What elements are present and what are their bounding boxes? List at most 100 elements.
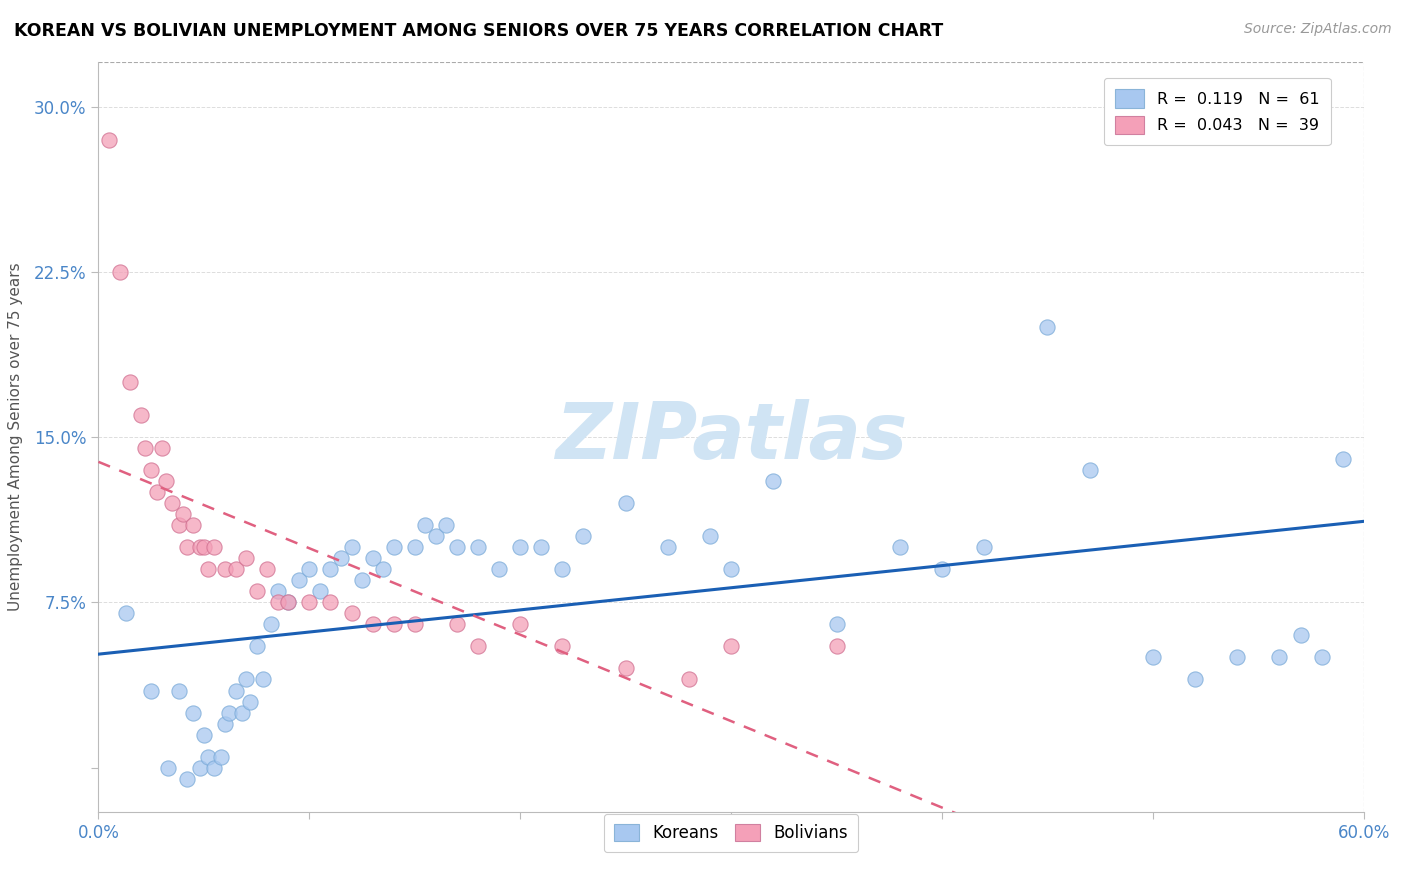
Point xyxy=(889,541,911,555)
Point xyxy=(614,496,637,510)
Point xyxy=(260,617,283,632)
Point xyxy=(120,375,141,389)
Point xyxy=(252,673,274,687)
Point xyxy=(825,640,848,654)
Point xyxy=(298,595,321,609)
Point xyxy=(246,640,269,654)
Point xyxy=(1184,673,1206,687)
Point xyxy=(762,474,785,488)
Point xyxy=(155,474,177,488)
Point xyxy=(225,562,247,576)
Point xyxy=(176,772,198,786)
Point xyxy=(183,706,205,720)
Point xyxy=(197,749,219,764)
Point xyxy=(298,562,321,576)
Point xyxy=(404,617,426,632)
Point xyxy=(267,584,290,599)
Point xyxy=(239,694,262,708)
Point xyxy=(530,541,553,555)
Point xyxy=(436,518,458,533)
Point xyxy=(488,562,510,576)
Point xyxy=(225,683,247,698)
Point xyxy=(188,541,211,555)
Point xyxy=(129,408,152,422)
Point xyxy=(509,541,531,555)
Point xyxy=(319,562,342,576)
Point xyxy=(183,518,205,533)
Point xyxy=(193,728,215,742)
Point xyxy=(267,595,290,609)
Y-axis label: Unemployment Among Seniors over 75 years: Unemployment Among Seniors over 75 years xyxy=(8,263,22,611)
Point xyxy=(287,574,309,588)
Point xyxy=(699,529,721,543)
Point xyxy=(319,595,342,609)
Point xyxy=(204,761,226,775)
Point xyxy=(340,541,363,555)
Point xyxy=(309,584,332,599)
Point xyxy=(231,706,253,720)
Point xyxy=(188,761,211,775)
Point xyxy=(382,541,405,555)
Point xyxy=(197,562,219,576)
Point xyxy=(1310,650,1333,665)
Point xyxy=(413,518,436,533)
Point xyxy=(209,749,232,764)
Point xyxy=(277,595,299,609)
Point xyxy=(1036,319,1059,334)
Point xyxy=(425,529,447,543)
Point xyxy=(277,595,299,609)
Point xyxy=(467,541,489,555)
Point xyxy=(973,541,995,555)
Text: Source: ZipAtlas.com: Source: ZipAtlas.com xyxy=(1244,22,1392,37)
Point xyxy=(256,562,278,576)
Point xyxy=(150,441,173,455)
Point xyxy=(115,607,138,621)
Point xyxy=(509,617,531,632)
Point xyxy=(1289,628,1312,642)
Point xyxy=(678,673,700,687)
Point xyxy=(657,541,679,555)
Point xyxy=(1078,463,1101,477)
Point xyxy=(340,607,363,621)
Point xyxy=(141,463,163,477)
Point xyxy=(382,617,405,632)
Point xyxy=(157,761,180,775)
Point xyxy=(98,132,121,146)
Point xyxy=(361,617,384,632)
Point xyxy=(467,640,489,654)
Text: ZIPatlas: ZIPatlas xyxy=(555,399,907,475)
Point xyxy=(134,441,156,455)
Point xyxy=(720,640,742,654)
Point xyxy=(551,562,574,576)
Point xyxy=(404,541,426,555)
Text: KOREAN VS BOLIVIAN UNEMPLOYMENT AMONG SENIORS OVER 75 YEARS CORRELATION CHART: KOREAN VS BOLIVIAN UNEMPLOYMENT AMONG SE… xyxy=(14,22,943,40)
Point xyxy=(1142,650,1164,665)
Point xyxy=(204,541,226,555)
Point xyxy=(551,640,574,654)
Point xyxy=(614,661,637,675)
Point xyxy=(1268,650,1291,665)
Point xyxy=(446,617,468,632)
Point xyxy=(162,496,183,510)
Point xyxy=(214,562,236,576)
Point xyxy=(172,507,194,521)
Point xyxy=(141,683,163,698)
Point xyxy=(1226,650,1249,665)
Point xyxy=(371,562,394,576)
Point xyxy=(825,617,848,632)
Point xyxy=(720,562,742,576)
Point xyxy=(176,541,198,555)
Point xyxy=(108,265,131,279)
Point xyxy=(931,562,953,576)
Point xyxy=(193,541,215,555)
Legend: Koreans, Bolivians: Koreans, Bolivians xyxy=(605,814,858,852)
Point xyxy=(572,529,595,543)
Point xyxy=(1331,452,1354,467)
Point xyxy=(214,716,236,731)
Point xyxy=(218,706,240,720)
Point xyxy=(167,518,190,533)
Point xyxy=(246,584,269,599)
Point xyxy=(361,551,384,566)
Point xyxy=(146,485,169,500)
Point xyxy=(330,551,353,566)
